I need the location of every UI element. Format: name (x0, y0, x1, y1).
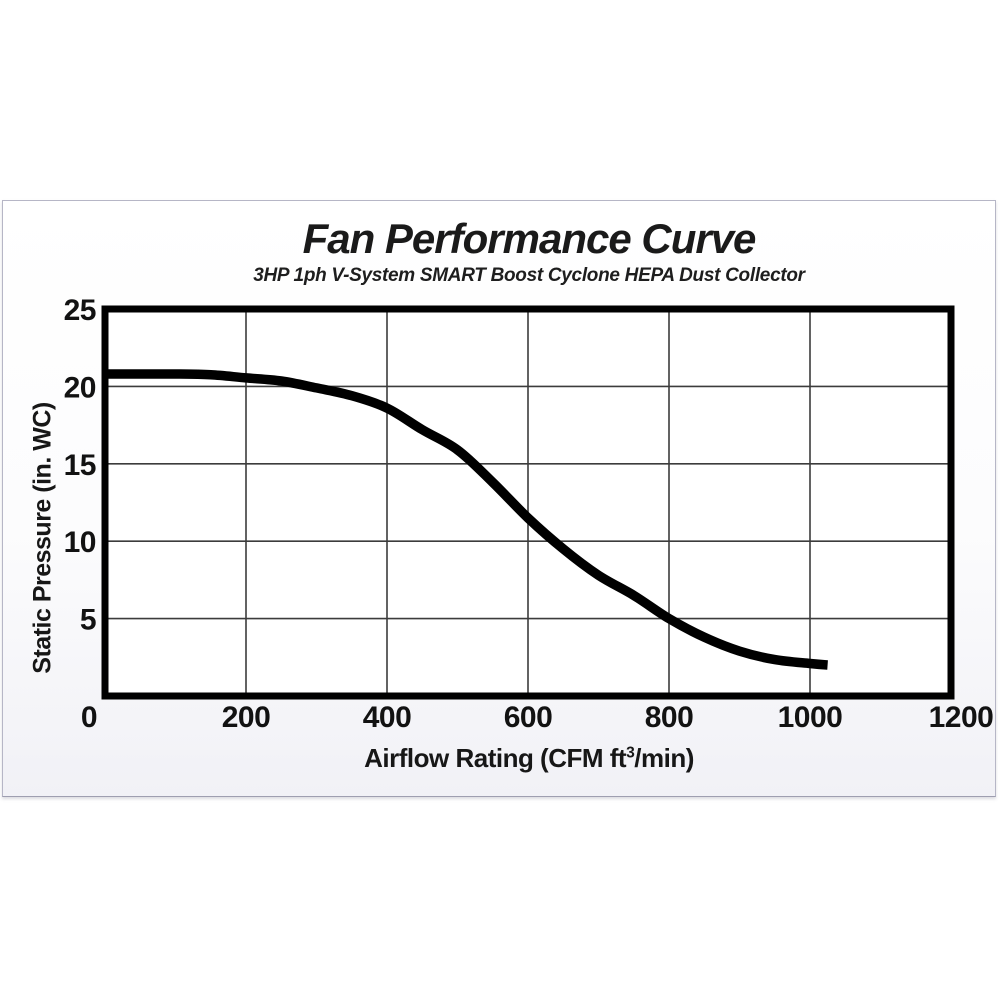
chart-title: Fan Performance Curve (302, 215, 757, 262)
x-axis-title: Airflow Rating (CFM ft3/min) (364, 743, 694, 773)
fan-curve-plot: 0 200 400 600 800 1000 1200 5 10 15 20 25 (64, 294, 994, 734)
x-tick-label: 600 (504, 701, 553, 734)
chart-subtitle: 3HP 1ph V-System SMART Boost Cyclone HEP… (253, 265, 805, 286)
y-tick-label: 20 (64, 371, 96, 404)
fan-curve-card: Fan Performance Curve 3HP 1ph V-System S… (2, 200, 996, 797)
y-tick-label: 25 (64, 294, 96, 327)
plot-frame (101, 305, 955, 700)
x-tick-label: 400 (363, 701, 412, 734)
x-tick-label: 1200 (929, 701, 994, 734)
y-tick-label: 15 (64, 449, 96, 482)
y-axis-title: Static Pressure (in. WC) (28, 402, 57, 674)
fan-performance-curve (105, 369, 828, 670)
x-tick-label: 800 (645, 701, 694, 734)
x-tick-label: 200 (222, 701, 271, 734)
y-tick-label: 5 (80, 604, 96, 637)
y-tick-label: 10 (64, 526, 96, 559)
x-tick-label: 1000 (778, 701, 843, 734)
x-tick-label: 0 (81, 701, 97, 734)
